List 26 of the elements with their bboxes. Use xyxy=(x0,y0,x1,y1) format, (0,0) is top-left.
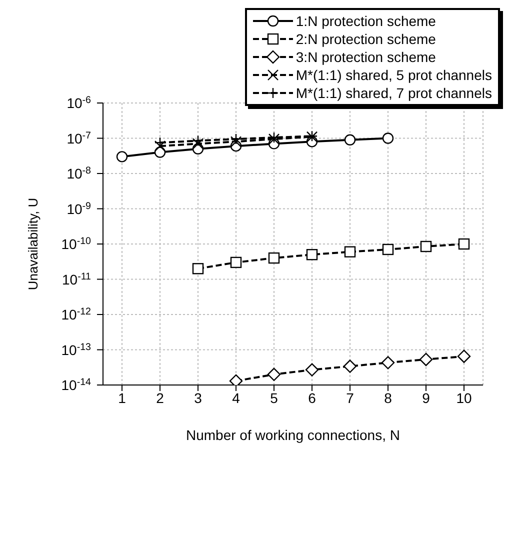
legend-label: 1:N protection scheme xyxy=(296,12,436,30)
legend-label: 3:N protection scheme xyxy=(296,48,436,66)
y-tick-label: 10$^{-7}$ xyxy=(66,130,91,146)
x-tick-label: 1 xyxy=(118,390,126,406)
x-tick-label: 8 xyxy=(384,390,392,406)
y-tick-label: 10$^{-13}$ xyxy=(61,341,92,358)
y-tick-label: 10$^{-12}$ xyxy=(61,306,91,322)
legend-label: M*(1:1) shared, 7 prot channels xyxy=(296,84,492,102)
x-tick-label: 9 xyxy=(422,390,430,406)
x-tick-label: 10 xyxy=(456,390,472,406)
y-tick-label: 10$^{-14}$ xyxy=(61,376,92,393)
legend-label: 2:N protection scheme xyxy=(296,30,436,48)
y-tick-label: 10$^{-10}$ xyxy=(61,236,92,252)
y-axis-title: Unavailability, U xyxy=(26,198,41,290)
x-tick-label: 3 xyxy=(194,390,202,406)
y-tick-label: 10$^{-9}$ xyxy=(66,200,91,217)
legend-label: M*(1:1) shared, 5 prot channels xyxy=(296,66,492,84)
x-axis-title: Number of working connections, N xyxy=(186,427,400,443)
x-tick-label: 6 xyxy=(308,390,316,406)
x-tick-label: 5 xyxy=(270,390,278,406)
x-tick-label: 7 xyxy=(346,390,354,406)
y-tick-label: 10$^{-6}$ xyxy=(66,94,92,111)
x-tick-label: 4 xyxy=(232,390,240,406)
x-tick-label: 2 xyxy=(156,390,164,406)
y-tick-label: 10$^{-8}$ xyxy=(66,165,92,182)
y-tick-label: 10$^{-11}$ xyxy=(62,270,91,288)
